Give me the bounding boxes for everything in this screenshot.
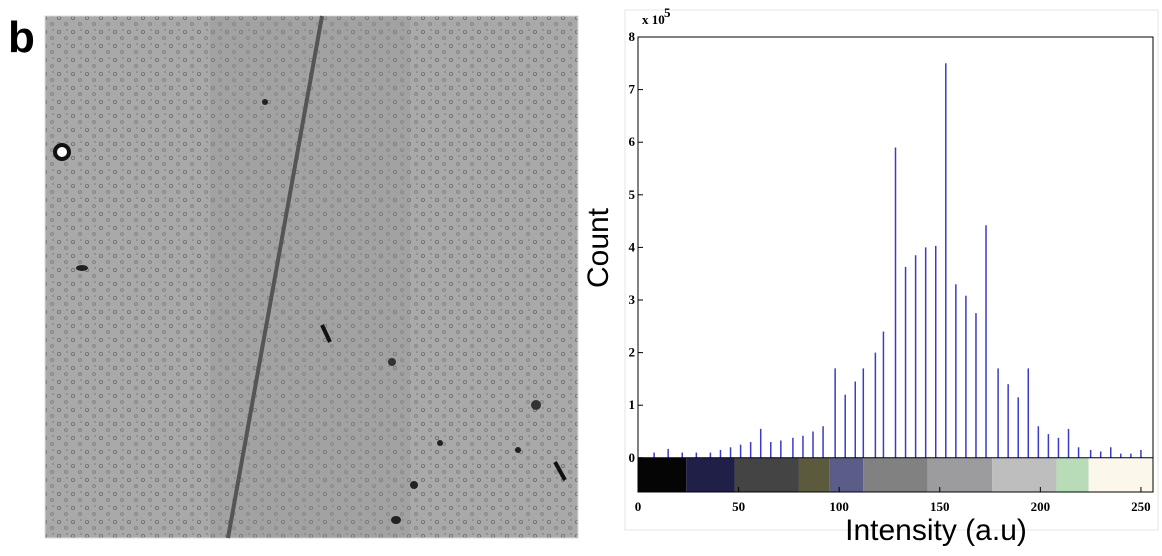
colorbar-segment: [798, 457, 830, 492]
chart: 0 1 2 3 4 5 6 7 8 0 50 100 150 200 250: [629, 29, 1154, 514]
x-axis-label: Intensity (a.u): [845, 514, 1027, 547]
y-axis-label: Count: [582, 207, 615, 288]
x-tick-label: 100: [829, 499, 849, 514]
x-tick-label: 250: [1131, 499, 1151, 514]
y-tick-label: 7: [629, 82, 636, 97]
y-multiplier: x 10: [642, 12, 665, 27]
colorbar-segment: [829, 457, 864, 492]
y-tick-label: 5: [629, 187, 636, 202]
y-tick-label: 3: [629, 292, 636, 307]
x-tick-label: 50: [732, 499, 745, 514]
colorbar-segment: [927, 457, 993, 492]
y-tick-label: 0: [629, 450, 636, 465]
plot-area: [637, 36, 1154, 493]
x-tick-label: 150: [930, 499, 950, 514]
y-multiplier-exponent: 5: [664, 5, 671, 20]
x-tick-label: 200: [1031, 499, 1051, 514]
x-tick-label: 0: [635, 499, 642, 514]
micrograph: [44, 15, 579, 539]
colorbar-segment: [863, 457, 928, 492]
colorbar-segment: [1088, 457, 1153, 492]
y-tick-label: 8: [629, 29, 636, 44]
colorbar-segment: [686, 457, 735, 492]
panel-label: b: [8, 13, 35, 62]
colorbar-segment: [734, 457, 799, 492]
y-tick-label: 1: [629, 397, 636, 412]
y-tick-label: 4: [629, 239, 636, 254]
y-tick-label: 6: [629, 134, 636, 149]
y-tick-label: 2: [629, 345, 636, 360]
chart-frame: [624, 9, 1159, 531]
colorbar-segment: [638, 457, 687, 492]
colorbar-segment: [992, 457, 1057, 492]
colorbar-segment: [1056, 457, 1089, 492]
